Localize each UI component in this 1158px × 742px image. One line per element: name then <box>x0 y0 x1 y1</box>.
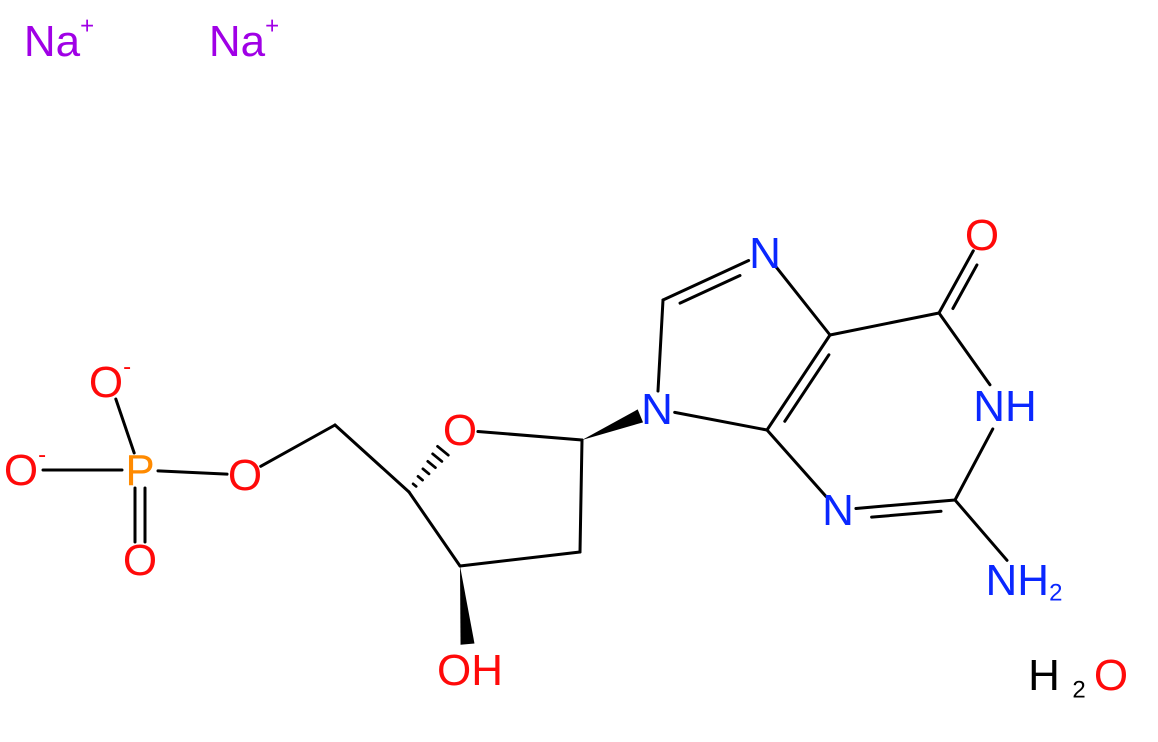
sodium-counterions <box>0 0 320 80</box>
water-molecule <box>1000 640 1150 710</box>
ribose-ring <box>360 400 620 600</box>
purine-ring <box>620 220 1040 540</box>
phosphate-group <box>0 350 300 580</box>
atom-n2: NH2 <box>986 556 1063 606</box>
atom-o3p: OH <box>437 646 503 695</box>
molecule-diagram: Na+Na+PO-O-OOOOHNNONHNH2NH2O <box>0 0 1158 742</box>
